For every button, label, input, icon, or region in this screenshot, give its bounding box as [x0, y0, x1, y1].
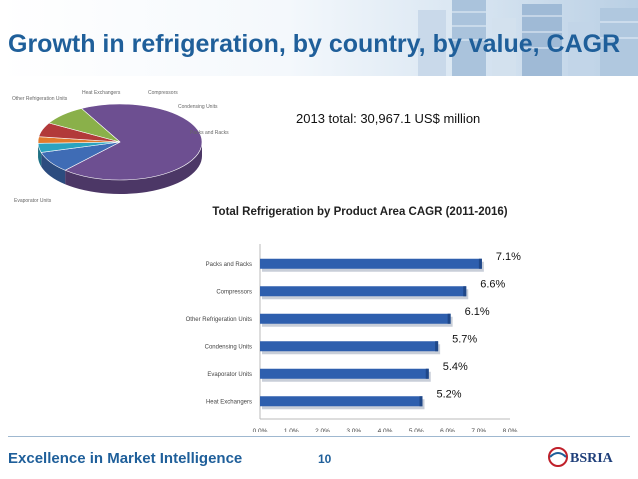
bar-chart-title: Total Refrigeration by Product Area CAGR…	[212, 206, 508, 218]
pie-side-1	[41, 152, 66, 185]
pie-slice	[48, 108, 121, 143]
bar	[260, 286, 467, 297]
value-label: 6.6%	[480, 278, 505, 290]
category-label: Heat Exchangers	[206, 399, 252, 405]
bar-end	[447, 313, 451, 324]
bar-end	[478, 258, 482, 269]
value-label: 6.1%	[465, 306, 490, 318]
bar	[260, 368, 429, 379]
pie-slice	[64, 103, 203, 181]
slide-title: Growth in refrigeration, by country, by …	[8, 30, 621, 58]
bsria-logo: BSRIA	[548, 447, 614, 467]
pie-label-compressors: Compressors	[148, 90, 178, 96]
category-label: Compressors	[216, 289, 252, 295]
category-label: Packs and Racks	[206, 262, 252, 268]
x-tick-label: 1.0%	[284, 428, 299, 432]
category-label: Other Refrigeration Units	[186, 317, 252, 323]
x-tick-label: 8.0%	[503, 428, 518, 432]
footer-divider	[8, 436, 630, 437]
value-label: 5.4%	[443, 361, 468, 373]
pie-svg	[37, 103, 203, 194]
x-tick-label: 7.0%	[471, 428, 486, 432]
pie-label-packs: Packs and Racks	[190, 130, 229, 136]
skyline-image	[418, 0, 638, 76]
total-note: 2013 total: 30,967.1 US$ million	[296, 111, 481, 126]
bar-end	[419, 396, 423, 407]
bar	[260, 258, 482, 269]
category-label: Evaporator Units	[207, 372, 252, 378]
x-tick-label: 6.0%	[440, 428, 455, 432]
pie-label-condensing: Condensing Units	[178, 104, 218, 110]
pie-side-2	[38, 143, 42, 167]
bar	[260, 341, 439, 352]
x-tick-label: 4.0%	[378, 428, 393, 432]
x-tick-label: 0.0%	[253, 428, 268, 432]
x-tick-label: 2.0%	[315, 428, 330, 432]
value-label: 5.7%	[452, 333, 477, 345]
x-tick-label: 3.0%	[346, 428, 361, 432]
pie-label-other: Other Refrigeration Units	[12, 96, 68, 102]
bar-end	[463, 286, 467, 297]
pie-side-0	[65, 142, 202, 194]
page-number: 10	[318, 452, 332, 466]
x-tick-label: 5.0%	[409, 428, 424, 432]
value-label: 5.2%	[437, 388, 462, 400]
pie-chart: Other Refrigeration Units Heat Exchanger…	[8, 84, 248, 214]
value-label: 7.1%	[496, 251, 521, 263]
bar-chart: Packs and Racks 7.1% Compressors 6.6% Other …	[186, 244, 521, 432]
category-label: Condensing Units	[205, 344, 252, 350]
svg-text:BSRIA: BSRIA	[570, 451, 614, 466]
pie-label-heat: Heat Exchangers	[82, 90, 121, 96]
bar	[260, 396, 423, 407]
pie-label-evaporator: Evaporator Units	[14, 198, 52, 204]
footer-tagline: Excellence in Market Intelligence	[8, 450, 243, 467]
bar-end	[435, 341, 439, 352]
bar-end	[425, 368, 429, 379]
bar	[260, 313, 451, 324]
